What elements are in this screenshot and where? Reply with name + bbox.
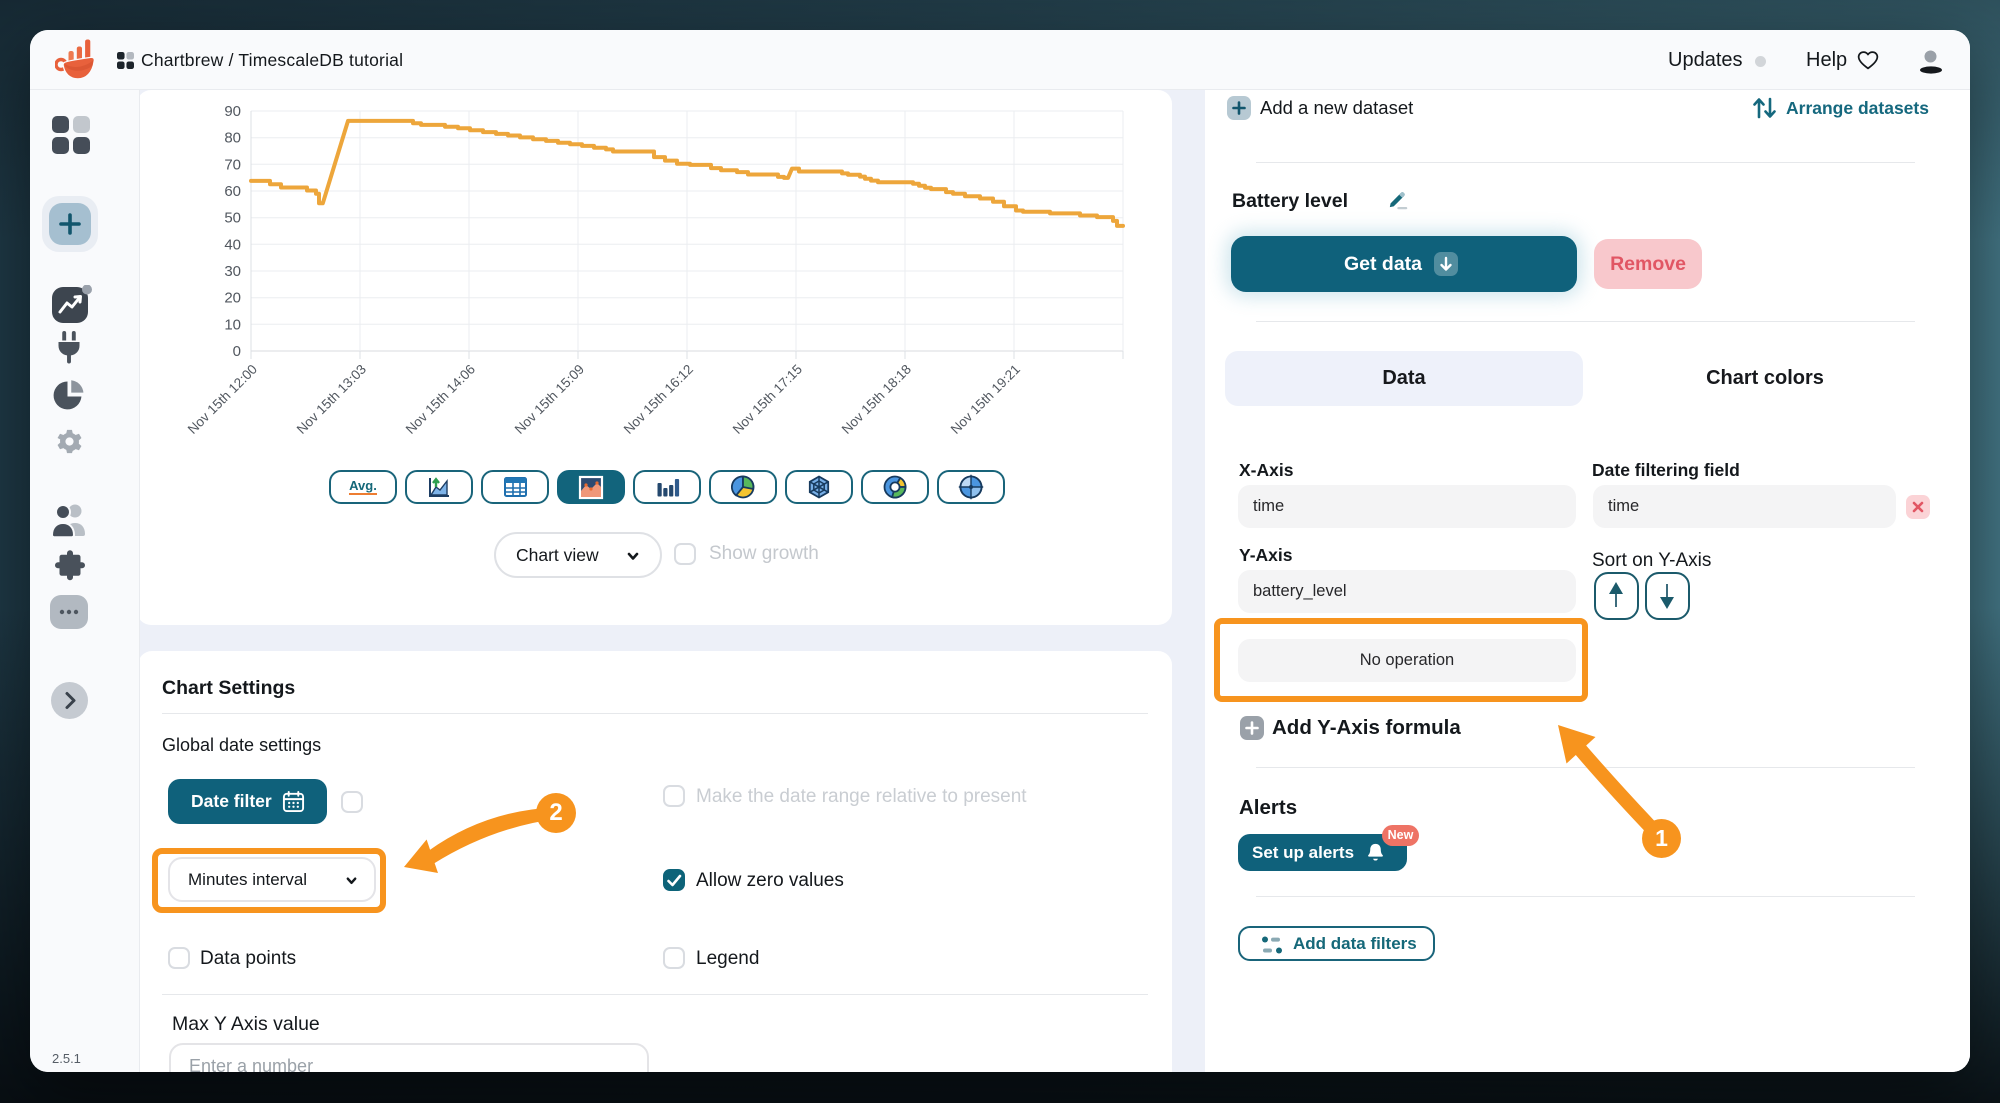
svg-text:10: 10 (224, 316, 241, 333)
svg-text:Nov 15th 16:12: Nov 15th 16:12 (621, 362, 696, 437)
svg-text:Nov 15th 12:00: Nov 15th 12:00 (185, 362, 260, 437)
svg-text:0: 0 (233, 343, 241, 360)
svg-text:Nov 15th 19:21: Nov 15th 19:21 (948, 362, 1023, 437)
svg-text:50: 50 (224, 210, 241, 227)
svg-text:20: 20 (224, 290, 241, 307)
svg-text:40: 40 (224, 236, 241, 253)
svg-text:60: 60 (224, 183, 241, 200)
svg-text:Nov 15th 17:15: Nov 15th 17:15 (730, 362, 805, 437)
svg-text:70: 70 (224, 156, 241, 173)
svg-text:Nov 15th 14:06: Nov 15th 14:06 (403, 362, 478, 437)
svg-text:80: 80 (224, 130, 241, 147)
svg-text:Nov 15th 13:03: Nov 15th 13:03 (294, 362, 369, 437)
svg-text:Nov 15th 18:18: Nov 15th 18:18 (839, 362, 914, 437)
svg-text:Nov 15th 15:09: Nov 15th 15:09 (512, 362, 587, 437)
svg-text:30: 30 (224, 263, 241, 280)
svg-text:90: 90 (224, 103, 241, 120)
